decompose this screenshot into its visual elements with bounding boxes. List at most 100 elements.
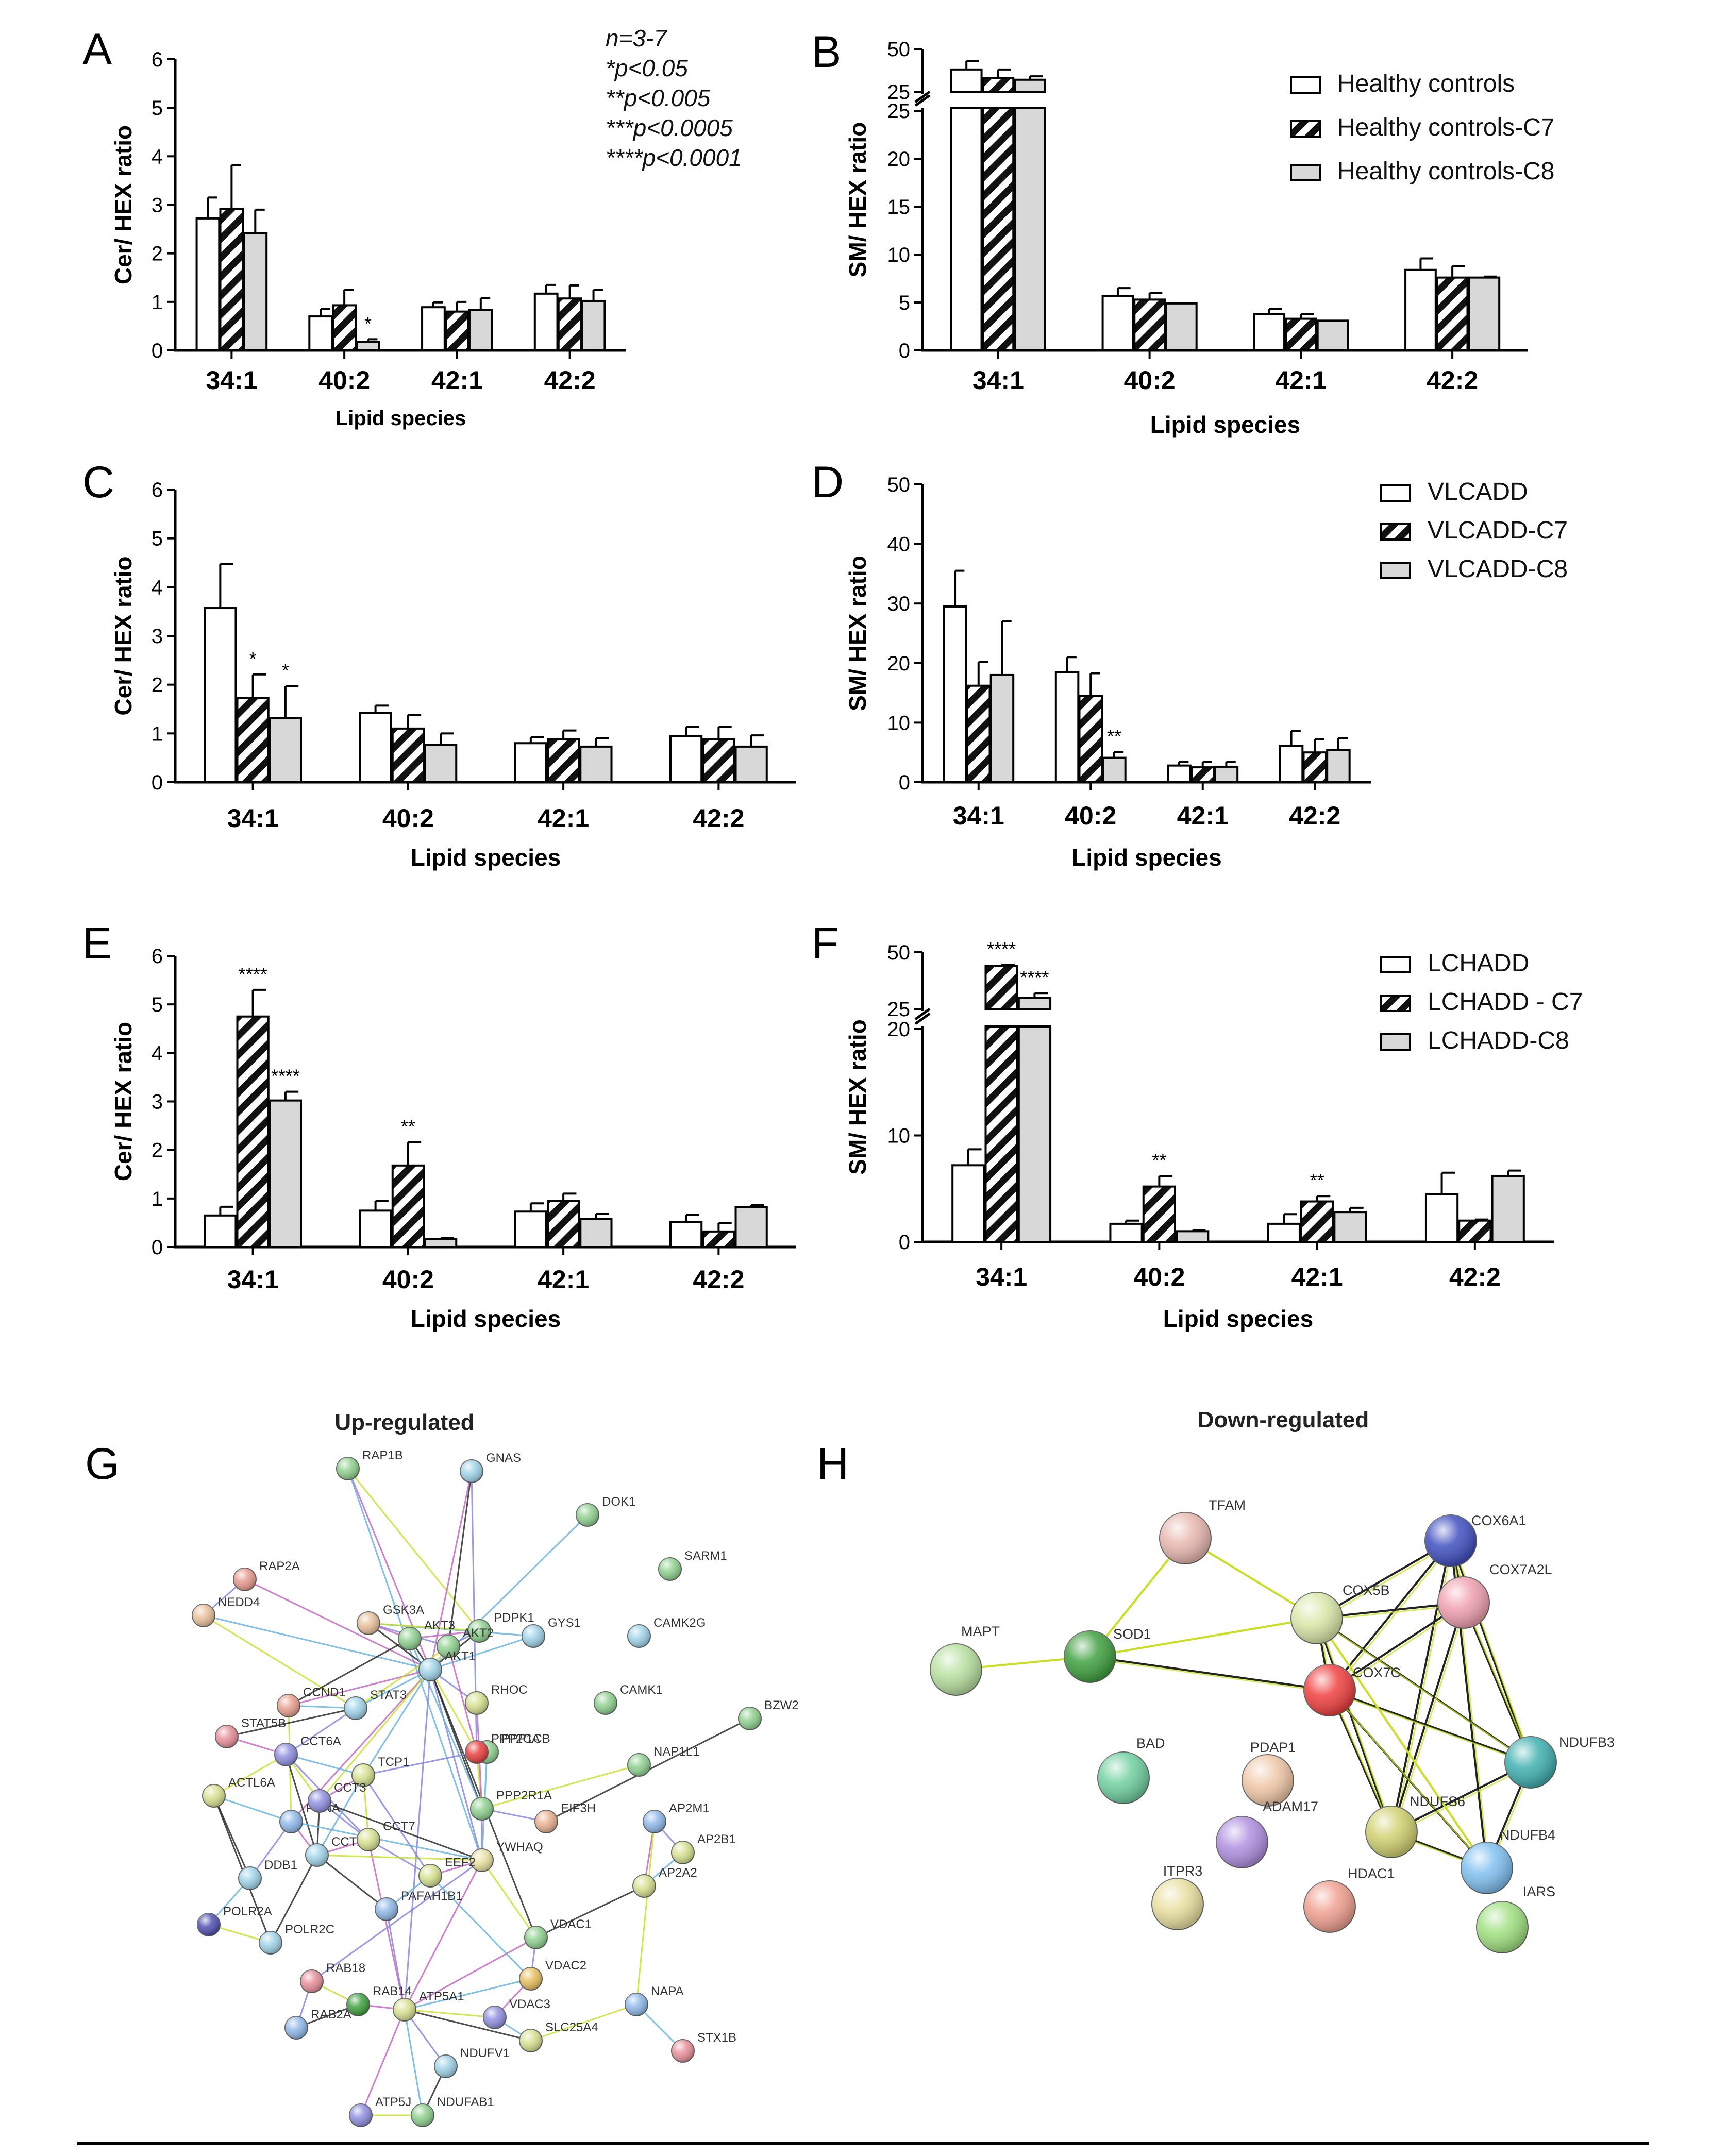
network-node: RAB2A [284,2008,351,2040]
chart-panel-c: 0 1 2 3 4 5 6 34:1 40:2 42:1 42:2 * * Cer/ HEX ratio L… [82,458,796,871]
node-highlight [192,1604,215,1627]
node-highlight [285,2016,308,2039]
significance-label: **** [987,938,1016,959]
network-edge [481,1764,640,1810]
network-g-nodes: RAP1B GNAS DOK1 SARM1 CAMK2G CAMK1 BZW2 NAP1L1 A… [192,1448,799,2127]
x-category-label: 42:1 [538,1265,589,1294]
y-tick-label: 50 [887,38,911,61]
network-edge [1463,1602,1532,1763]
node-label: POLR2A [223,1905,272,1918]
network-node: NDUFB4 [1461,1827,1555,1894]
x-axis-label: Lipid species [411,844,561,871]
node-label: SLC25A4 [545,2020,598,2034]
bar [1279,745,1304,784]
node-highlight [344,1697,367,1720]
y-tick-label: 0 [899,340,910,362]
node-highlight [739,1707,761,1730]
node-label: AKT3 [424,1619,455,1632]
network-edge [286,1754,364,1776]
network-node: COX6A1 [1424,1513,1527,1567]
network-node: PDPK1 [467,1611,534,1643]
annotation-text: **p<0.005 [606,85,711,111]
network-node: RAP2A [233,1559,300,1591]
network-node: ATP5A1 [393,1990,464,2022]
network-edge [430,1635,534,1671]
node-highlight [419,1864,442,1887]
network-node: VDAC1 [524,1917,592,1949]
network-node: COX7A2L [1437,1562,1552,1629]
node-label: CCND1 [303,1686,346,1699]
network-node: CCT6A [274,1734,341,1766]
network-node: AKT3 [398,1619,455,1650]
node-highlight [672,2040,694,2062]
node-highlight [337,1457,359,1480]
bar [1109,1222,1143,1243]
node-highlight [643,1810,666,1833]
network-node: NDUFB3 [1504,1734,1615,1789]
panel-letter-e: E [82,919,112,968]
network-edge [1089,1617,1317,1658]
bar [359,1209,392,1248]
network-edge [404,1860,483,2010]
bar [1316,319,1349,352]
bar [943,605,967,783]
bar-upper [950,68,983,93]
network-node: VDAC2 [519,1959,586,1991]
x-category-label: 34:1 [953,801,1004,830]
bar-charts: 0 1 2 3 4 5 6 34:1 40:2 42:1 42:2 * Cer/ HEX ratio Li… [82,25,1583,1332]
bar [702,1230,735,1249]
network-edge [203,1614,431,1671]
x-axis-label: Lipid species [336,407,466,430]
y-axis-label: SM/ HEX ratio [844,122,871,278]
node-label: TFAM [1209,1497,1246,1513]
bar [547,738,580,784]
node-label: PDAP1 [1250,1740,1296,1755]
network-edge [1393,1604,1467,1834]
y-tick-label: 10 [887,1125,911,1148]
x-axis-label: Lipid species [1071,844,1221,871]
node-label: NAP1L1 [653,1745,699,1759]
network-edge [286,1707,356,1756]
node-highlight [1477,1901,1528,1953]
network-edge [1390,1602,1465,1832]
network-edge [347,1468,480,1631]
network-node: TFAM [1159,1497,1246,1564]
network-node: STAT3 [344,1688,407,1720]
node-highlight [1425,1515,1477,1567]
network-node: DDB1 [238,1858,297,1890]
bar [391,1164,425,1249]
node-highlight [352,1764,375,1787]
network-node: YWHAQ [470,1840,543,1872]
node-label: TCP1 [378,1755,409,1769]
bar [966,684,991,784]
x-category-label: 34:1 [972,366,1024,395]
bar [1190,766,1215,783]
node-label: NDUFS6 [1410,1794,1465,1809]
y-axis-label: Cer/ HEX ratio [110,125,137,284]
node-highlight [525,1926,547,1949]
network-node: AP2M1 [643,1801,710,1833]
significance-label: ** [401,1116,415,1137]
significance-label: **** [1020,967,1049,988]
node-label: ADAM17 [1263,1799,1318,1814]
legend-label: VLCADD-C7 [1428,517,1568,544]
y-tick-label: 10 [887,712,911,734]
y-tick-label: 20 [887,148,911,171]
network-node: BAD [1097,1736,1165,1804]
network-node: NEDD4 [192,1595,260,1627]
panel-letter-d: D [812,458,844,507]
legend-label: VLCADD-C8 [1428,555,1568,583]
y-tick-label: 0 [899,771,910,794]
bar [581,299,606,352]
y-tick-label: 50 [887,474,911,496]
node-label: EIF3H [561,1801,596,1815]
node-label: ATP5J [375,2095,411,2109]
node-highlight [594,1692,617,1714]
axis-break-mark [914,1007,931,1021]
node-highlight [393,1998,416,2021]
node-highlight [1064,1631,1116,1682]
network-node: POLR2C [259,1923,334,1955]
node-label: VDAC1 [550,1917,592,1931]
node-highlight [628,1625,650,1647]
node-highlight [197,1913,220,1936]
